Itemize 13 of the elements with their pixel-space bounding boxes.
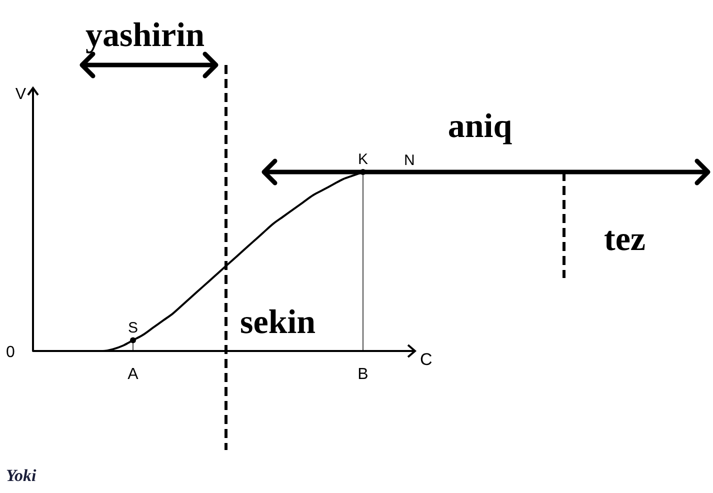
ref-line-label: aniq xyxy=(448,108,512,145)
x-tick-label: B xyxy=(358,366,368,383)
text: yashirin xyxy=(85,17,205,54)
text: 0 xyxy=(6,344,15,361)
annotation: K xyxy=(358,151,368,168)
text: tez xyxy=(604,221,646,258)
text: N xyxy=(404,152,415,169)
x-axis-title: C xyxy=(420,350,432,369)
y-axis-title: V xyxy=(15,86,26,103)
annotation: sekin xyxy=(240,304,316,341)
x-tick-label: A xyxy=(128,366,139,383)
text: Yoki xyxy=(6,466,36,485)
annotation: S xyxy=(128,319,138,336)
